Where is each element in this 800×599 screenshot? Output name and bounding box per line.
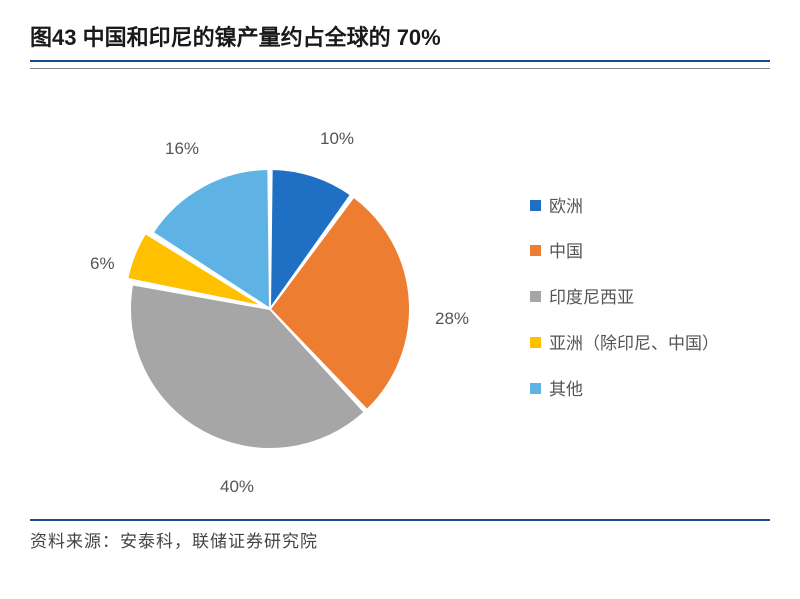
- chart-title: 图43 中国和印尼的镍产量约占全球的 70%: [30, 20, 770, 52]
- legend-swatch: [530, 291, 541, 302]
- legend-swatch: [530, 383, 541, 394]
- legend-label: 中国: [549, 240, 583, 264]
- title-bar: 图43 中国和印尼的镍产量约占全球的 70%: [30, 20, 770, 62]
- chart-container: 图43 中国和印尼的镍产量约占全球的 70% 10% 28% 40% 6% 16% 欧洲…: [0, 0, 800, 599]
- legend: 欧洲中国印度尼西亚亚洲（除印尼、中国） 其他: [510, 165, 770, 424]
- slice-label: 28%: [435, 309, 469, 329]
- slice-label: 6%: [90, 254, 115, 274]
- pie-svg: [30, 79, 510, 509]
- legend-swatch: [530, 200, 541, 211]
- legend-item: 欧洲: [530, 195, 770, 219]
- legend-swatch: [530, 245, 541, 256]
- legend-label: 其他: [549, 378, 583, 402]
- footer-divider: 资料来源：安泰科，联储证券研究院: [30, 519, 770, 552]
- slice-label: 16%: [165, 139, 199, 159]
- legend-item: 中国: [530, 240, 770, 264]
- slice-label: 40%: [220, 477, 254, 497]
- legend-swatch: [530, 337, 541, 348]
- slice-label: 10%: [320, 129, 354, 149]
- chart-area: 10% 28% 40% 6% 16% 欧洲中国印度尼西亚亚洲（除印尼、中国） 其他: [30, 79, 770, 509]
- source-text: 资料来源：安泰科，联储证券研究院: [30, 527, 770, 552]
- legend-label: 亚洲（除印尼、中国）: [549, 332, 719, 356]
- legend-item: 亚洲（除印尼、中国）: [530, 332, 770, 356]
- legend-label: 印度尼西亚: [549, 286, 634, 310]
- legend-item: 印度尼西亚: [530, 286, 770, 310]
- legend-item: 其他: [530, 378, 770, 402]
- legend-label: 欧洲: [549, 195, 583, 219]
- divider: [30, 68, 770, 69]
- pie-chart: 10% 28% 40% 6% 16%: [30, 79, 510, 509]
